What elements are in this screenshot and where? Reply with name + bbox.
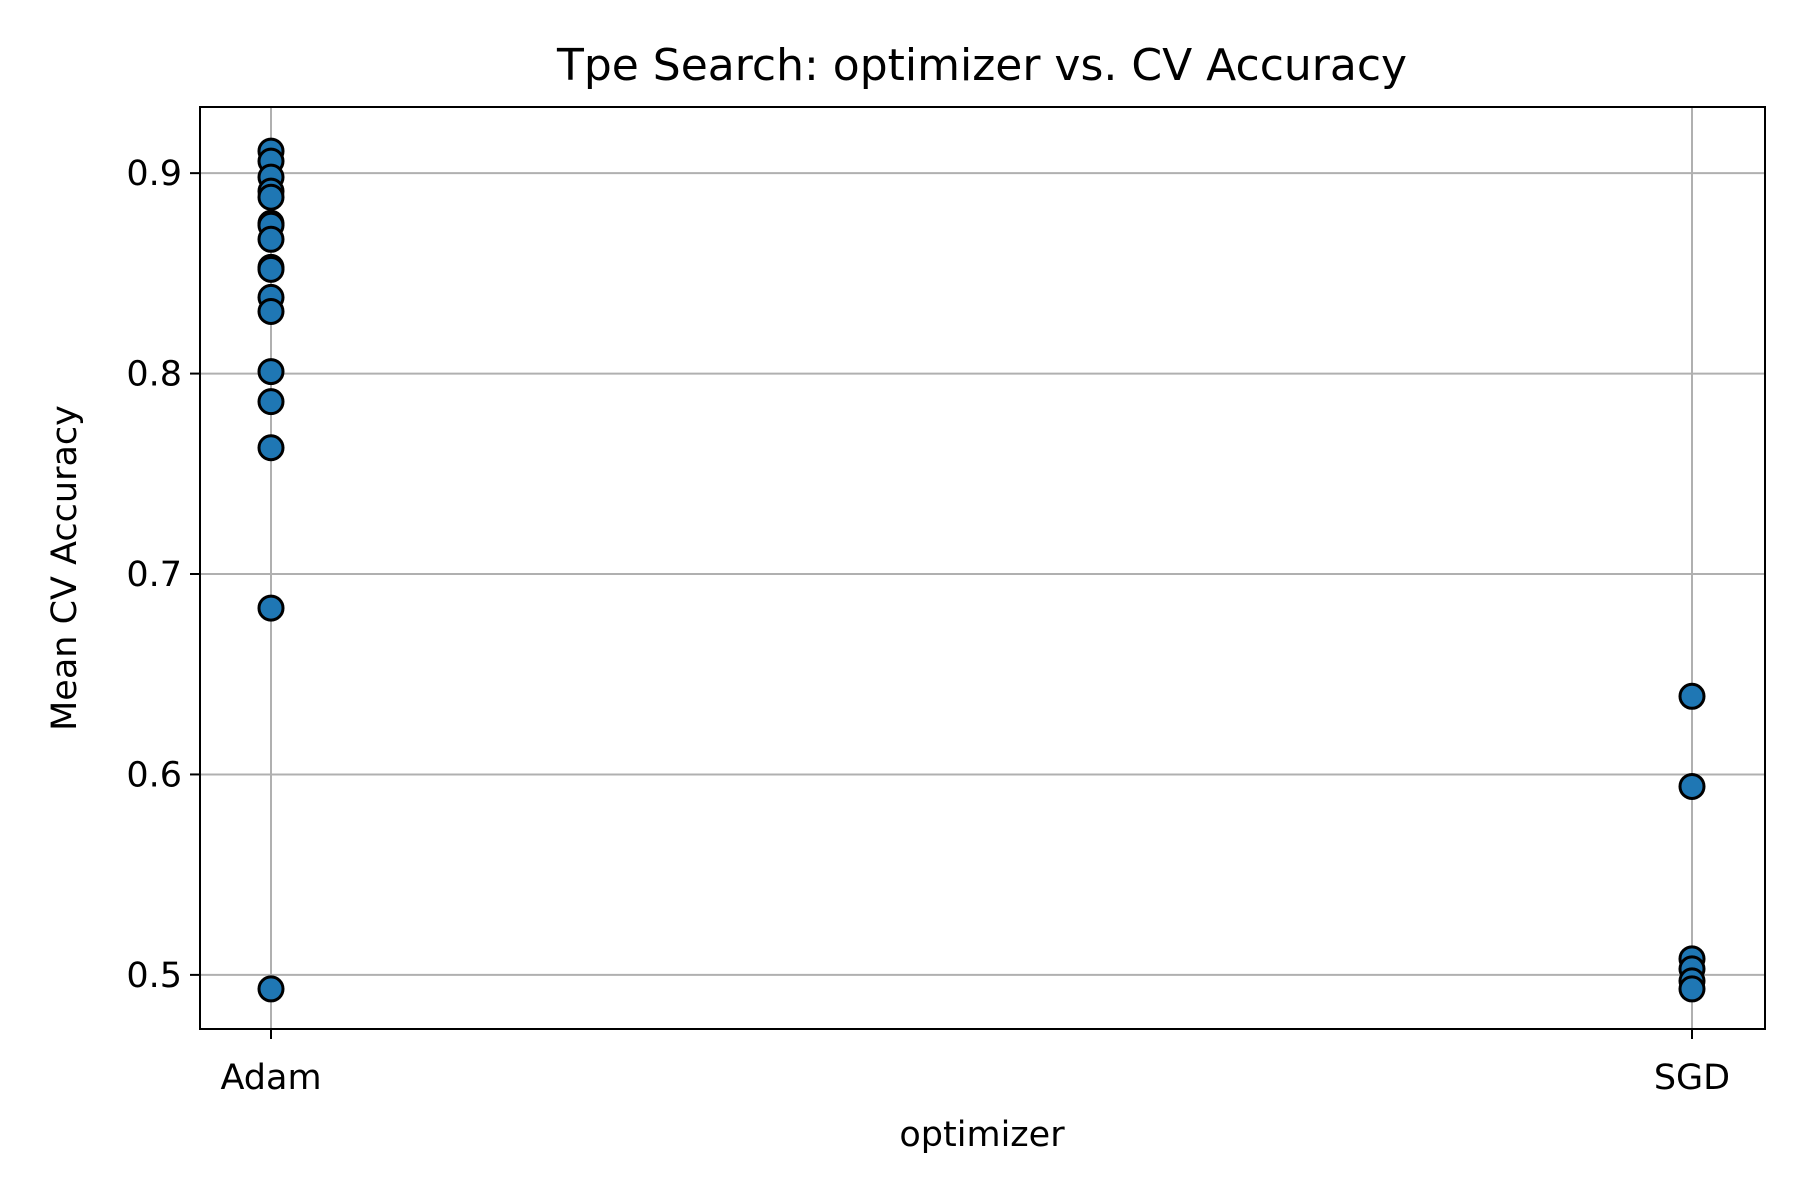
x-tick-label: SGD bbox=[1654, 1058, 1730, 1098]
y-tick-label: 0.5 bbox=[126, 956, 182, 996]
y-axis-label: Mean CV Accuracy bbox=[45, 405, 85, 731]
data-point bbox=[1678, 682, 1706, 710]
data-point bbox=[257, 388, 285, 416]
y-tick-label: 0.9 bbox=[126, 154, 182, 194]
y-tick-label: 0.7 bbox=[126, 555, 182, 595]
grid bbox=[200, 107, 1765, 1029]
data-point bbox=[257, 297, 285, 325]
x-axis-label: optimizer bbox=[899, 1115, 1065, 1155]
y-tick-label: 0.8 bbox=[126, 355, 182, 395]
data-point bbox=[257, 434, 285, 462]
data-point bbox=[257, 358, 285, 386]
data-point bbox=[1678, 772, 1706, 800]
data-point bbox=[257, 975, 285, 1003]
chart-title: Tpe Search: optimizer vs. CV Accuracy bbox=[556, 40, 1407, 91]
y-tick-label: 0.6 bbox=[126, 755, 182, 795]
data-point bbox=[257, 225, 285, 253]
x-axis-ticks: Adam SGD bbox=[220, 1029, 1730, 1098]
data-point bbox=[257, 183, 285, 211]
plot-frame bbox=[199, 106, 1766, 1030]
data-points bbox=[257, 137, 1706, 1003]
data-point bbox=[1678, 975, 1706, 1003]
data-point bbox=[257, 594, 285, 622]
y-axis-ticks: 0.5 0.6 0.7 0.8 0.9 bbox=[126, 154, 200, 996]
x-tick-label: Adam bbox=[220, 1058, 321, 1098]
data-point bbox=[257, 255, 285, 283]
